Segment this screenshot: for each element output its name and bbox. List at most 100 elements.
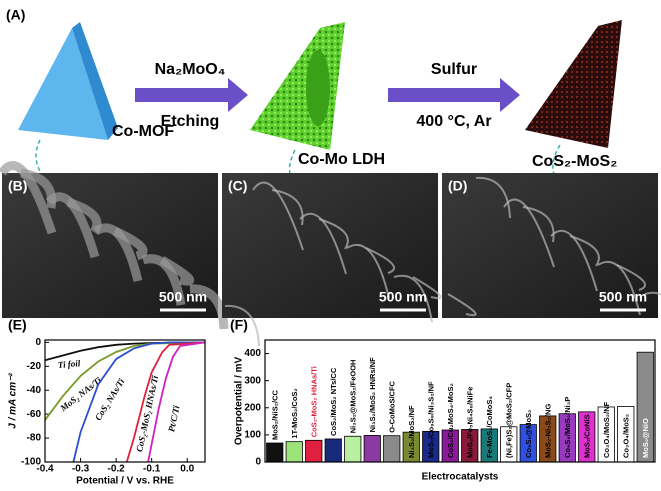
ldh-hollow — [306, 50, 330, 126]
stage-label: CoS₂-MoS₂ — [532, 153, 617, 170]
y-tick-label: -80 — [27, 433, 42, 444]
y-tick-label: -20 — [27, 361, 42, 372]
curve — [125, 341, 206, 463]
step-label: Na₂MoO₄ — [155, 61, 226, 78]
arrow — [388, 78, 520, 112]
bar-label: MoS₂/Co₉S₈/Ni₃S₂/NF — [427, 381, 436, 458]
curve-label: Ti foil — [57, 358, 81, 370]
co-mof-side — [72, 22, 118, 140]
sem-feature — [224, 304, 260, 347]
scale-label: 500 nm — [159, 289, 207, 305]
plot-frame — [44, 339, 206, 463]
bar-label: Co₃O₄/MoS₂/NF — [602, 401, 611, 458]
step-label: Sulfur — [431, 61, 477, 78]
panel-label: (B) — [8, 178, 27, 194]
sem-feature — [616, 264, 646, 291]
sem-feature — [644, 291, 661, 296]
bar-label: MoS₂@NiO — [641, 418, 650, 458]
sem-feature — [159, 256, 195, 286]
x-tick-label: -0.2 — [107, 464, 125, 475]
step-label: Etching — [161, 113, 220, 130]
sem-feature — [475, 176, 511, 219]
bar-label: Ni₃S₂/MoS₂/NF — [407, 405, 416, 458]
y-tick-label: 300 — [244, 375, 261, 386]
y-tick-label: -60 — [27, 409, 42, 420]
ldh-prism — [250, 22, 345, 150]
bar — [266, 442, 284, 463]
sem-feature — [522, 206, 555, 243]
arrow — [135, 78, 248, 112]
y-tick-label: 400 — [244, 348, 261, 359]
sem-feature — [20, 168, 57, 209]
panel-label: (D) — [448, 178, 467, 194]
sem-feature — [271, 189, 304, 226]
sem-row: (B) 500 nm (C) 500 nm (D) 500 nm — [0, 161, 661, 347]
stage-label: Co-MOF — [112, 123, 174, 140]
y-axis-label: Overpotential / mV — [234, 356, 245, 445]
sem-image — [442, 173, 658, 318]
bar-label: (Ni,Fe)S₂@MoS₂/CFP — [505, 383, 514, 458]
panel-label: (E) — [8, 317, 27, 333]
y-tick-label: 0 — [35, 337, 41, 348]
co-mof-prism — [18, 28, 108, 140]
panel-label: (A) — [6, 7, 25, 23]
y-tick-label: -100 — [21, 457, 41, 468]
sem-feature — [447, 293, 477, 316]
bar — [285, 441, 303, 463]
bar-label: Co₃O₄/MoS₂ — [622, 414, 631, 458]
y-tick-label: 200 — [244, 402, 261, 413]
sem-feature — [569, 235, 600, 267]
x-tick-label: 0.0 — [180, 464, 194, 475]
x-axis-label: Potential / V vs. RHE — [76, 476, 174, 487]
scale-label: 500 nm — [599, 289, 647, 305]
scale-label: 500 nm — [379, 289, 427, 305]
sem-feature — [318, 218, 349, 250]
bar-label: MoS₂/NiS₂/CC — [271, 389, 280, 440]
y-tick-label: 100 — [244, 430, 261, 441]
bar — [363, 435, 381, 463]
bar-label: MoS₂/CoNiS — [583, 414, 592, 458]
bar-label: Fe-MoS₂/CoMoS₄ — [485, 396, 494, 458]
sem-feature — [189, 284, 229, 330]
bar-label: Ni₃S₂@MoS₂/FeOOH — [349, 360, 358, 434]
sem-image — [222, 173, 438, 318]
sem-feature — [393, 274, 433, 323]
panel-label: (C) — [228, 178, 247, 194]
bar-label: Co₉S₈@MoS₂ — [524, 410, 533, 458]
sem-feature — [365, 247, 395, 274]
y-tick-label: 0 — [255, 457, 261, 468]
bar-label: 1T-MoS₂/CoS₂ — [290, 388, 299, 438]
bar-label: MoS₂-Ni₃S₂/NG — [544, 404, 553, 458]
bar-label: Co₉S₈/MoS₂/Ni₃P — [563, 397, 572, 458]
cos2-mos2-prism — [525, 20, 622, 148]
bar — [305, 439, 323, 463]
charts: (E) 0 -20 -40 -60 -80 -100 J / mA cm⁻² Potential… — [8, 317, 656, 487]
x-tick-label: -0.3 — [72, 464, 90, 475]
x-tick-label: -0.1 — [143, 464, 161, 475]
panel-label: (F) — [230, 317, 248, 333]
sem-feature — [412, 276, 442, 299]
x-axis-label: Electrocatalysts — [422, 472, 499, 483]
sem-feature — [597, 260, 641, 316]
stage-label: Co-Mo LDH — [298, 151, 385, 168]
bar-label: CoS₂-MoS₂ HNAs/Ti — [310, 366, 319, 437]
bar-label: Ni₃S₂/MoS₂ HNRs/NF — [368, 357, 377, 433]
y-axis-label: J / mA cm⁻² — [8, 373, 19, 429]
sem-feature — [346, 243, 390, 299]
sem-feature — [66, 197, 102, 235]
sem-feature — [113, 226, 148, 261]
bar — [324, 438, 342, 463]
curve-label: CoS₂-MoS₂ HNAs/Ti — [134, 374, 160, 453]
plot-frame — [264, 339, 656, 463]
curve — [147, 341, 206, 463]
x-tick-label: -0.4 — [36, 464, 54, 475]
bar-label: O-CoMoS/CFC — [388, 380, 397, 432]
bar — [344, 435, 362, 463]
step-label: 400 °C, Ar — [416, 113, 491, 130]
bar-label: CoS₂/Cu₂MoS₄-MoS₂ — [446, 383, 455, 458]
curve-label: Pt/C/Ti — [166, 404, 181, 433]
bar-label: CoS₂/MoS₂ NTs/CC — [329, 367, 338, 436]
y-tick-label: -40 — [27, 385, 42, 396]
bar — [383, 435, 401, 463]
